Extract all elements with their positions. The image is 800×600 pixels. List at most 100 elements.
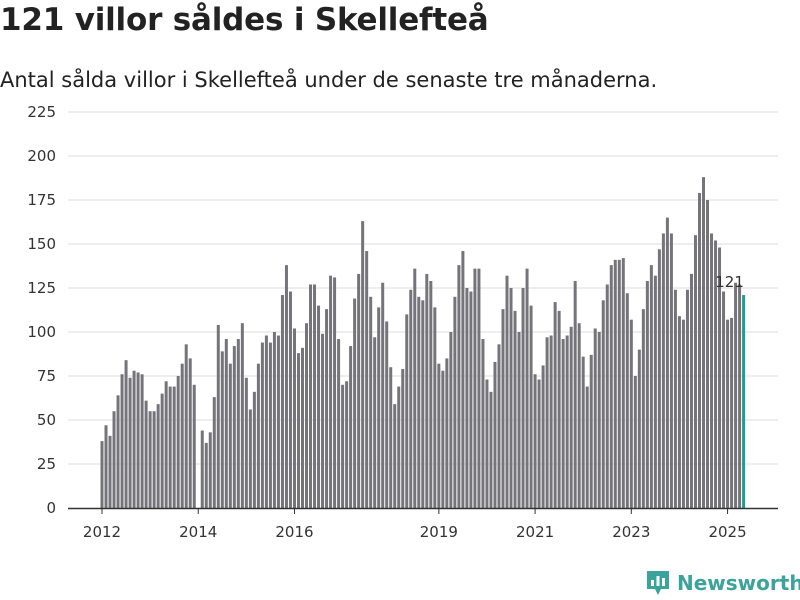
bar (116, 395, 120, 508)
bar (152, 411, 156, 508)
bar (264, 335, 268, 508)
bar (337, 339, 341, 508)
bar (722, 291, 726, 508)
bar (437, 363, 441, 508)
bar (381, 282, 385, 508)
bar (104, 425, 108, 508)
bar (565, 335, 569, 508)
bar (280, 295, 284, 508)
bar (216, 324, 220, 508)
bar (232, 346, 236, 508)
bar (192, 384, 196, 508)
bar (393, 404, 397, 508)
bar (317, 305, 321, 508)
bar (272, 332, 276, 508)
y-tick-label: 175 (27, 191, 56, 209)
bar (148, 411, 152, 508)
bar (541, 365, 545, 508)
bar (605, 284, 609, 508)
y-tick-label: 75 (37, 367, 56, 385)
bar (333, 277, 337, 508)
bar (228, 363, 232, 508)
bar (581, 356, 585, 508)
bar (653, 275, 657, 508)
bar (305, 323, 309, 508)
bar (637, 349, 641, 508)
bar (425, 273, 429, 508)
bar (309, 284, 313, 508)
bar (397, 386, 401, 508)
bar (497, 344, 501, 508)
bar (545, 337, 549, 508)
bar (188, 358, 192, 508)
bar (236, 339, 240, 508)
bar (349, 346, 353, 508)
bar (389, 367, 393, 508)
bar (585, 386, 589, 508)
bar (669, 233, 673, 508)
bar (292, 328, 296, 508)
bar (657, 249, 661, 508)
bar (734, 282, 738, 508)
axes (68, 507, 778, 514)
bar (509, 288, 513, 508)
bar (240, 323, 244, 508)
bar (421, 300, 425, 508)
bar (120, 374, 124, 508)
x-tick-label: 2014 (179, 523, 217, 541)
bar (325, 309, 329, 508)
y-tick-label: 225 (27, 103, 56, 121)
bar (429, 280, 433, 508)
bar (613, 259, 617, 508)
bar (224, 339, 228, 508)
bar (369, 296, 373, 508)
bar (738, 284, 742, 508)
bar (288, 291, 292, 508)
bar (296, 353, 300, 508)
bar (633, 376, 637, 508)
x-tick-label: 2025 (708, 523, 746, 541)
bar (649, 265, 653, 508)
bars (100, 177, 746, 509)
bar (156, 404, 160, 508)
bar (481, 339, 485, 508)
bar (706, 200, 710, 508)
bar (441, 370, 445, 508)
bar (537, 379, 541, 508)
bar (365, 251, 369, 509)
newsworthy-brand: Newsworthy (645, 569, 800, 597)
y-tick-label: 125 (27, 279, 56, 297)
bar (577, 323, 581, 508)
brand-name: Newsworthy (677, 571, 800, 595)
bar (665, 217, 669, 508)
bar (693, 235, 697, 508)
tick-labels: 0 25 50 75 100 125 150 175 200 225 2012 2014 2016 201… (27, 103, 746, 541)
bar (401, 368, 405, 508)
bar (385, 321, 389, 508)
bar (501, 309, 505, 508)
bar (641, 309, 645, 508)
bar (569, 326, 573, 508)
bar (200, 430, 204, 508)
y-tick-label: 50 (37, 411, 56, 429)
bar (553, 302, 557, 508)
bar (718, 247, 722, 508)
x-tick-label: 2016 (275, 523, 313, 541)
bar (284, 265, 288, 508)
latest-value-label: 121 (715, 273, 744, 291)
bar (164, 381, 168, 508)
bar (168, 386, 172, 508)
bar (685, 289, 689, 508)
bar (457, 265, 461, 508)
bar (629, 319, 633, 508)
bar (140, 374, 144, 508)
bar (517, 332, 521, 508)
bar (413, 268, 417, 508)
bar (573, 280, 577, 508)
bar (726, 319, 730, 508)
bar (180, 363, 184, 508)
bar (373, 337, 377, 508)
bar (417, 296, 421, 508)
bar (609, 265, 613, 508)
bar (144, 400, 148, 508)
